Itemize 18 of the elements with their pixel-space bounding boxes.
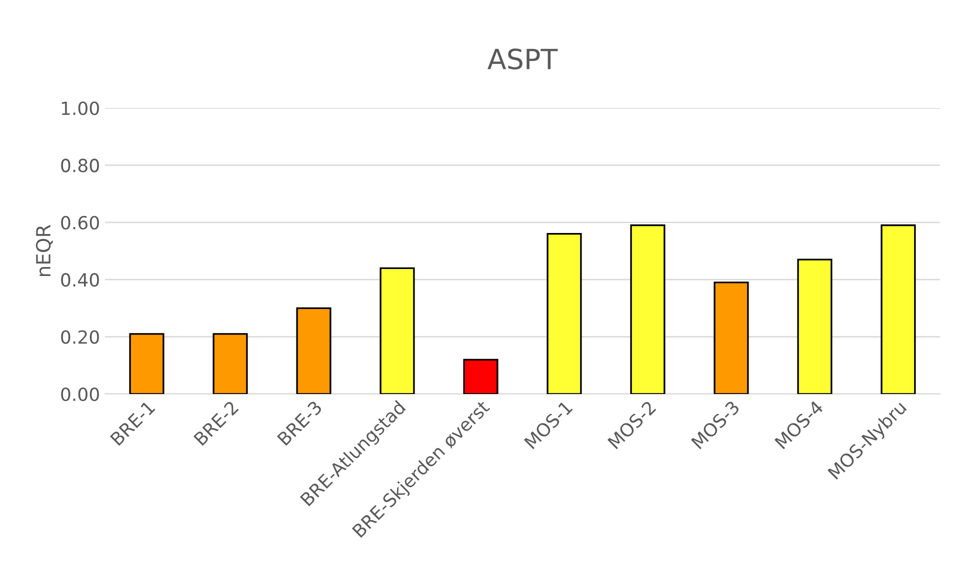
y-tick-label: 0.80 bbox=[61, 158, 99, 172]
y-tick-label: 0.40 bbox=[61, 273, 99, 287]
bar bbox=[129, 333, 164, 394]
bar bbox=[797, 258, 832, 394]
y-tick-label: 0.00 bbox=[61, 387, 99, 402]
y-tick-label: 0.60 bbox=[61, 216, 99, 230]
bar bbox=[380, 267, 415, 394]
bar bbox=[714, 282, 749, 394]
bar bbox=[212, 333, 248, 394]
bar bbox=[296, 307, 332, 394]
y-tick-label: 0.20 bbox=[61, 330, 99, 344]
y-tick-label: 1.00 bbox=[62, 101, 99, 116]
bar bbox=[880, 224, 916, 394]
bar bbox=[630, 224, 666, 394]
chart-title: ASPT bbox=[488, 48, 558, 70]
y-axis-title: nEQR bbox=[36, 224, 53, 276]
bar bbox=[463, 358, 498, 394]
bar bbox=[546, 233, 582, 394]
